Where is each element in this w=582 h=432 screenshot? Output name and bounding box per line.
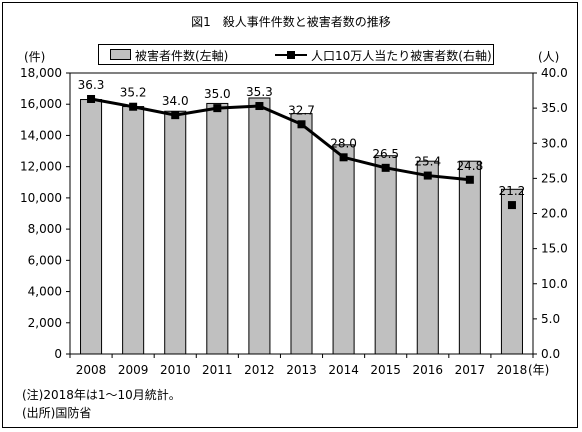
left-axis-tick-label: 4,000 (28, 285, 62, 299)
left-axis-unit: (件) (24, 50, 45, 64)
x-axis-unit: (年) (528, 363, 549, 377)
data-label: 32.7 (288, 103, 315, 117)
left-axis-tick-label: 8,000 (28, 222, 62, 236)
right-axis-tick-label: 30.0 (541, 136, 568, 150)
line-marker (213, 104, 222, 113)
x-axis-tick-label: 2017 (455, 363, 486, 377)
bar (290, 113, 313, 355)
line-marker (423, 171, 432, 180)
legend-bar-swatch (110, 49, 131, 60)
right-axis-unit: (人) (538, 50, 559, 64)
left-axis-tick-label: 16,000 (20, 97, 62, 111)
line-marker (87, 94, 96, 103)
bar (416, 160, 439, 355)
left-axis-tick-label: 12,000 (20, 160, 62, 174)
left-axis-tick-label: 0 (54, 347, 62, 361)
right-axis-tick-label: 5.0 (541, 312, 560, 326)
figure-frame (2, 2, 578, 428)
x-axis-tick-label: 2016 (412, 363, 443, 377)
legend-line-label: 人口10万人当たり被害者数(右軸) (311, 49, 492, 63)
bar (122, 106, 145, 355)
data-label: 35.0 (204, 87, 231, 101)
x-axis-tick-label: 2009 (118, 363, 149, 377)
line-marker (339, 153, 348, 162)
bar (458, 160, 481, 355)
line-marker (507, 201, 516, 210)
x-axis-tick-label: 2015 (370, 363, 401, 377)
legend: 被害者件数(左軸) 人口10万人当たり被害者数(右軸) (98, 44, 494, 65)
data-label: 35.3 (246, 85, 273, 99)
left-axis-tick-label: 6,000 (28, 253, 62, 267)
footnote: (注)2018年は1～10月統計。 (22, 388, 181, 402)
legend-bar-label: 被害者件数(左軸) (135, 49, 229, 63)
right-axis-tick-label: 10.0 (541, 277, 568, 291)
right-axis-tick-label: 35.0 (541, 101, 568, 115)
x-axis-tick-label: 2013 (286, 363, 317, 377)
chart-title: 図1 殺人事件件数と被害者数の推移 (191, 15, 391, 29)
x-axis-tick-label: 2012 (244, 363, 275, 377)
right-axis-tick-label: 15.0 (541, 242, 568, 256)
x-axis-tick-label: 2011 (202, 363, 233, 377)
bar (500, 188, 523, 355)
x-axis-tick-label: 2018 (497, 363, 528, 377)
data-label: 25.4 (414, 155, 441, 169)
x-axis-tick-label: 2008 (76, 363, 107, 377)
line-marker (465, 175, 474, 184)
data-label: 26.5 (372, 147, 399, 161)
data-label: 28.0 (330, 136, 357, 150)
source-note: (出所)国防省 (22, 406, 92, 420)
data-label: 36.3 (78, 78, 105, 92)
right-axis-tick-label: 20.0 (541, 207, 568, 221)
line-marker (255, 102, 264, 111)
left-axis-tick-label: 14,000 (20, 128, 62, 142)
line-series (90, 97, 471, 182)
line-marker (381, 163, 390, 172)
right-axis-tick-label: 40.0 (541, 66, 568, 80)
data-label: 24.8 (457, 159, 484, 173)
right-axis-tick-label: 0.0 (541, 347, 560, 361)
right-axis-tick-label: 25.0 (541, 171, 568, 185)
data-label: 34.0 (162, 94, 189, 108)
line-marker (297, 120, 306, 129)
bar (80, 99, 103, 355)
bar (206, 102, 229, 355)
x-axis-tick-label: 2014 (328, 363, 359, 377)
x-axis-tick-label: 2010 (160, 363, 191, 377)
bar (164, 110, 187, 355)
bar (332, 144, 355, 355)
left-axis-tick-label: 18,000 (20, 66, 62, 80)
data-label: 35.2 (120, 86, 147, 100)
data-label: 21.2 (499, 184, 526, 198)
line-marker (171, 111, 180, 120)
bar (374, 155, 397, 355)
legend-line-marker (287, 51, 295, 59)
left-axis-tick-label: 2,000 (28, 316, 62, 330)
bar (248, 97, 271, 355)
line-marker (129, 102, 138, 111)
left-axis-tick-label: 10,000 (20, 191, 62, 205)
